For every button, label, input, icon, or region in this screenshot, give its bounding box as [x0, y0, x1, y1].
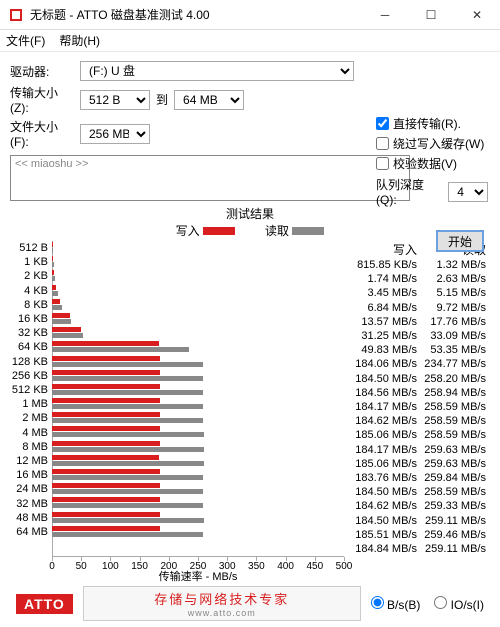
y-label: 32 MB	[10, 497, 48, 511]
bar-pair	[52, 369, 348, 383]
xfer-from-select[interactable]: 512 B	[80, 90, 150, 110]
y-label: 64 KB	[10, 340, 48, 354]
y-label: 128 KB	[10, 355, 48, 369]
bar-pair	[52, 411, 348, 425]
stats-row: 184.50 MB/s259.11 MB/s	[352, 514, 490, 528]
bar-pair	[52, 312, 348, 326]
y-label: 1 KB	[10, 255, 48, 269]
window-title: 无标题 - ATTO 磁盘基准测试 4.00	[30, 6, 362, 23]
legend-write-swatch	[203, 227, 235, 235]
bar-pair	[52, 482, 348, 496]
y-label: 4 KB	[10, 284, 48, 298]
bar-pair	[52, 468, 348, 482]
xfer-label: 传输大小(Z):	[10, 84, 74, 115]
legend-read-swatch	[292, 227, 324, 235]
stats-row: 184.17 MB/s259.63 MB/s	[352, 443, 490, 457]
queue-select[interactable]: 4	[448, 182, 488, 202]
options-panel: 直接传输(R). 绕过写入缓存(W) 校验数据(V) 队列深度(Q): 4	[376, 112, 488, 207]
y-label: 1 MB	[10, 397, 48, 411]
bar-pair	[52, 397, 348, 411]
y-label: 8 MB	[10, 440, 48, 454]
stats-row: 185.06 MB/s259.63 MB/s	[352, 457, 490, 471]
bypass-checkbox[interactable]: 绕过写入缓存(W)	[376, 135, 488, 152]
direct-checkbox[interactable]: 直接传输(R).	[376, 115, 488, 132]
stats-row: 184.06 MB/s234.77 MB/s	[352, 357, 490, 371]
file-size-select[interactable]: 256 MB	[80, 124, 150, 144]
stats-row: 184.50 MB/s258.59 MB/s	[352, 485, 490, 499]
bar-pair	[52, 241, 348, 255]
bar-pair	[52, 326, 348, 340]
bar-pair	[52, 454, 348, 468]
stats-row: 1.74 MB/s2.63 MB/s	[352, 272, 490, 286]
drive-label: 驱动器:	[10, 63, 74, 80]
stats-row: 13.57 MB/s17.76 MB/s	[352, 315, 490, 329]
y-label: 2 KB	[10, 269, 48, 283]
stats-row: 184.62 MB/s259.33 MB/s	[352, 499, 490, 513]
bar-pair	[52, 496, 348, 510]
stats-row: 184.17 MB/s258.59 MB/s	[352, 400, 490, 414]
bar-pair	[52, 284, 348, 298]
y-label: 16 KB	[10, 312, 48, 326]
stats-row: 31.25 MB/s33.09 MB/s	[352, 329, 490, 343]
chart-area: 512 B1 KB2 KB4 KB8 KB16 KB32 KB64 KB128 …	[10, 241, 490, 556]
bar-pair	[52, 298, 348, 312]
y-label: 8 KB	[10, 298, 48, 312]
radio-bs[interactable]: B/s(B)	[371, 596, 421, 612]
file-label: 文件大小(F):	[10, 118, 74, 149]
stats-row: 184.50 MB/s258.20 MB/s	[352, 372, 490, 386]
bar-pair	[52, 511, 348, 525]
atto-tagline: 存储与网络技术专家 www.atto.com	[83, 586, 361, 621]
bar-pair	[52, 340, 348, 354]
stats-row: 815.85 KB/s1.32 MB/s	[352, 258, 490, 272]
stats-row: 184.56 MB/s258.94 MB/s	[352, 386, 490, 400]
y-label: 24 MB	[10, 482, 48, 496]
verify-checkbox[interactable]: 校验数据(V)	[376, 155, 488, 172]
y-label: 512 B	[10, 241, 48, 255]
stats-row: 185.06 MB/s258.59 MB/s	[352, 428, 490, 442]
bar-pair	[52, 525, 348, 539]
y-label: 12 MB	[10, 454, 48, 468]
stats-row: 49.83 MB/s53.35 MB/s	[352, 343, 490, 357]
bar-pair	[52, 269, 348, 283]
stats-row: 6.84 MB/s9.72 MB/s	[352, 301, 490, 315]
menu-help[interactable]: 帮助(H)	[59, 32, 100, 49]
drive-select[interactable]: (F:) U 盘	[80, 61, 354, 81]
start-button[interactable]: 开始	[436, 230, 484, 252]
atto-logo: ATTO	[16, 594, 73, 614]
queue-label: 队列深度(Q):	[376, 176, 444, 207]
bar-pair	[52, 383, 348, 397]
xfer-to-select[interactable]: 64 MB	[174, 90, 244, 110]
bar-pair	[52, 255, 348, 269]
stats-write-hdr: 写入	[352, 241, 421, 258]
results-title: 测试结果	[10, 205, 490, 222]
y-label: 4 MB	[10, 426, 48, 440]
y-label: 256 KB	[10, 369, 48, 383]
y-label: 64 MB	[10, 525, 48, 539]
menubar: 文件(F) 帮助(H)	[0, 30, 500, 52]
stats-row: 184.84 MB/s259.11 MB/s	[352, 542, 490, 556]
radio-ios[interactable]: IO/s(I)	[434, 596, 484, 612]
menu-file[interactable]: 文件(F)	[6, 32, 45, 49]
stats-row: 185.51 MB/s259.46 MB/s	[352, 528, 490, 542]
y-label: 48 MB	[10, 511, 48, 525]
close-button[interactable]: ✕	[454, 0, 500, 30]
maximize-button[interactable]: ☐	[408, 0, 454, 30]
app-icon	[8, 7, 24, 23]
xfer-to-label: 到	[156, 91, 168, 108]
y-label: 16 MB	[10, 468, 48, 482]
bar-pair	[52, 355, 348, 369]
titlebar: 无标题 - ATTO 磁盘基准测试 4.00 ─ ☐ ✕	[0, 0, 500, 30]
stats-row: 183.76 MB/s259.84 MB/s	[352, 471, 490, 485]
bar-pair	[52, 425, 348, 439]
legend: 写入 读取	[10, 222, 490, 239]
description-textarea[interactable]: << miaoshu >>	[10, 155, 410, 201]
y-label: 512 KB	[10, 383, 48, 397]
x-axis: 传输速率 - MB/s 0501001502002503003504004505…	[52, 556, 344, 584]
stats-row: 184.62 MB/s258.59 MB/s	[352, 414, 490, 428]
bar-pair	[52, 440, 348, 454]
minimize-button[interactable]: ─	[362, 0, 408, 30]
stats-row: 3.45 MB/s5.15 MB/s	[352, 286, 490, 300]
y-label: 2 MB	[10, 411, 48, 425]
y-label: 32 KB	[10, 326, 48, 340]
